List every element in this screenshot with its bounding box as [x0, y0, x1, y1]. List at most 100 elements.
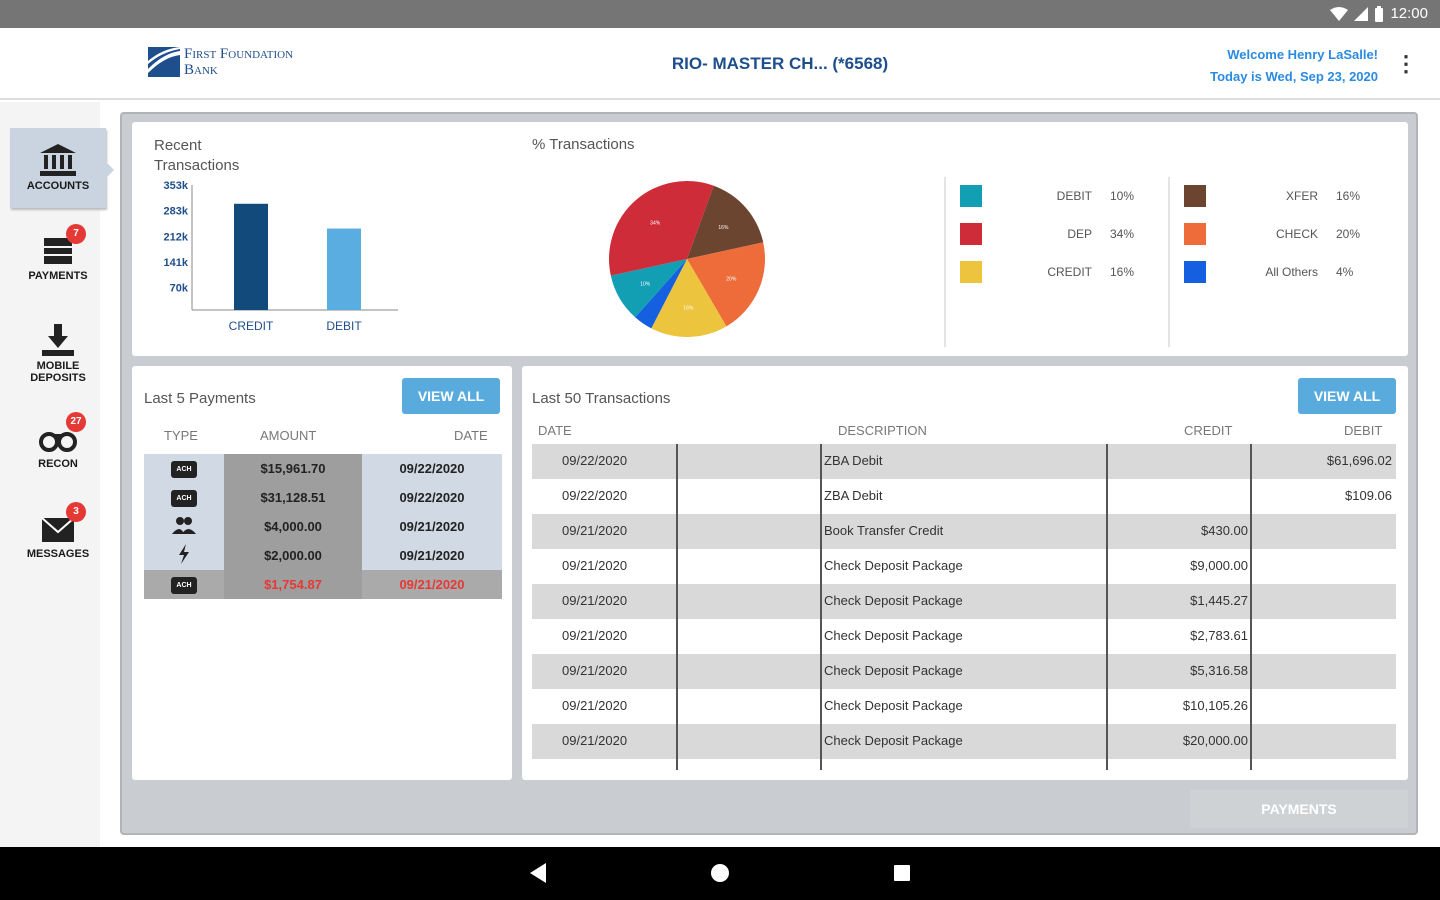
- y-tick-label: 353k: [164, 180, 189, 192]
- ach-icon: ACH: [171, 577, 197, 594]
- bar-debit[interactable]: [327, 228, 361, 310]
- bank-logo[interactable]: First Foundation Bank: [148, 46, 293, 78]
- sidebar-item-label: MOBILE: [36, 360, 80, 372]
- payment-amount: $1,754.87: [224, 570, 362, 599]
- table-row[interactable]: 09/21/2020 Check Deposit Package $10,105…: [562, 698, 1248, 713]
- legend-pct-check: 20%: [1336, 227, 1361, 241]
- messages-badge: 3: [66, 502, 86, 522]
- ach-icon: ACH: [171, 461, 197, 478]
- col-header-type: TYPE: [164, 428, 198, 443]
- y-tick-label: 141k: [164, 257, 189, 269]
- legend-pct-dep: 34%: [1110, 227, 1135, 241]
- payment-date: 09/21/2020: [362, 570, 502, 599]
- download-icon: [38, 322, 78, 358]
- table-row[interactable]: 09/21/2020 Check Deposit Package $20,000…: [532, 724, 1396, 759]
- transactions-table[interactable]: 09/22/2020 ZBA Debit $61,696.02 09/22/20…: [532, 444, 1396, 770]
- overflow-menu-icon[interactable]: ⋮: [1395, 51, 1417, 76]
- back-icon[interactable]: [528, 863, 548, 883]
- column-divider: [820, 444, 822, 770]
- sidebar: ACCOUNTS 7 PAYMENTS MOBILE DEPOSITS 27 R…: [0, 102, 114, 847]
- app-header: First Foundation Bank RIO- MASTER CH... …: [0, 28, 1440, 100]
- last-transactions-title: Last 50 Transactions: [532, 390, 671, 407]
- envelope-icon: 3: [38, 502, 86, 546]
- summary-card: Recent Transactions 353k 283k 212k 141k 70k C…: [132, 122, 1408, 356]
- payments-button[interactable]: PAYMENTS: [1190, 790, 1408, 828]
- y-tick-label: 70k: [170, 283, 189, 295]
- legend-swatch-debit: [960, 185, 982, 207]
- legend-swatch-xfer: [1184, 185, 1206, 207]
- column-divider: [1250, 444, 1252, 770]
- home-icon[interactable]: [710, 863, 730, 883]
- col-header-description: DESCRIPTION: [838, 423, 927, 438]
- legend-label-credit: CREDIT: [1047, 265, 1092, 279]
- sidebar-item-recon[interactable]: 27 RECON: [10, 406, 106, 492]
- table-row[interactable]: 09/21/2020 Check Deposit Package $2,783.…: [562, 628, 1248, 643]
- wifi-icon: [1330, 6, 1349, 21]
- legend-swatch-credit: [960, 261, 982, 283]
- col-header-credit: CREDIT: [1184, 423, 1233, 438]
- legend-swatch-dep: [960, 223, 982, 245]
- main-panel: Recent Transactions 353k 283k 212k 141k 70k C…: [120, 112, 1418, 835]
- table-row[interactable]: 09/21/2020 Check Deposit Package $9,000.…: [562, 558, 1248, 573]
- payment-date: 09/22/2020: [362, 454, 502, 483]
- system-nav-bar: [0, 847, 1440, 900]
- last-payments-title: Last 5 Payments: [144, 390, 256, 407]
- legend-label-xfer: XFER: [1285, 189, 1318, 203]
- bank-name-line1: First Foundation: [184, 46, 294, 62]
- signal-icon: [1354, 6, 1369, 21]
- column-divider: [676, 444, 678, 770]
- table-row[interactable]: 09/22/2020 ZBA Debit $61,696.02: [532, 444, 1396, 479]
- payments-table: ACH $15,961.70 09/22/2020 ACH $31,128.51…: [144, 454, 502, 599]
- y-tick-label: 283k: [164, 206, 189, 218]
- sidebar-item-label: DEPOSITS: [30, 372, 86, 384]
- payment-date: 09/21/2020: [362, 541, 502, 570]
- date-text: Today is Wed, Sep 23, 2020: [1210, 69, 1378, 84]
- legend-pct-xfer: 16%: [1336, 189, 1361, 203]
- table-row[interactable]: 09/21/2020 Check Deposit Package $1,445.…: [532, 584, 1396, 619]
- table-row[interactable]: 09/22/2020 ZBA Debit $109.06: [562, 488, 1392, 503]
- table-row[interactable]: 09/21/2020 Check Deposit Package $5,316.…: [532, 654, 1396, 689]
- welcome-block: Welcome Henry LaSalle! Today is Wed, Sep…: [1210, 44, 1378, 88]
- pie-slice-label: 16%: [683, 305, 694, 311]
- wire-icon: [179, 544, 189, 564]
- pie-slice-dep[interactable]: [609, 181, 714, 276]
- pie-slice-check[interactable]: [687, 242, 765, 327]
- table-row[interactable]: 09/21/2020 Book Transfer Credit $430.00: [532, 514, 1396, 549]
- recents-icon[interactable]: [893, 864, 911, 882]
- payment-row-failed[interactable]: ACH $1,754.87 09/21/2020: [144, 570, 502, 599]
- legend-label-dep: DEP: [1067, 227, 1092, 241]
- sidebar-item-messages[interactable]: 3 MESSAGES: [10, 496, 106, 582]
- legend-label-debit: DEBIT: [1056, 189, 1092, 203]
- pie-slice-all-others[interactable]: [635, 259, 687, 329]
- view-all-payments-button[interactable]: VIEW ALL: [402, 378, 500, 414]
- legend-label-all-others: All Others: [1265, 265, 1318, 279]
- pie-slice-debit[interactable]: [610, 259, 687, 318]
- y-tick-label: 212k: [164, 231, 189, 243]
- recon-badge: 27: [66, 412, 86, 432]
- view-all-transactions-button[interactable]: VIEW ALL: [1298, 378, 1396, 414]
- sidebar-item-mobile-deposits[interactable]: MOBILE DEPOSITS: [10, 308, 106, 394]
- legend-swatch-all-others: [1184, 261, 1206, 283]
- payment-row[interactable]: ACH $15,961.70 09/22/2020: [144, 454, 502, 483]
- sidebar-item-label: ACCOUNTS: [26, 180, 90, 192]
- ach-icon: ACH: [171, 490, 197, 507]
- pie-slice-credit[interactable]: [651, 259, 727, 337]
- column-divider: [1106, 444, 1108, 770]
- pie-slice-xfer[interactable]: [687, 185, 764, 259]
- payments-badge: 7: [66, 224, 86, 244]
- payment-row[interactable]: $2,000.00 09/21/2020: [144, 541, 502, 570]
- recent-transactions-chart: 353k 283k 212k 141k 70k CREDIT DEBIT: [164, 180, 398, 333]
- sidebar-item-accounts[interactable]: ACCOUNTS: [10, 128, 114, 208]
- sidebar-item-payments[interactable]: 7 PAYMENTS: [10, 218, 106, 304]
- pie-slice-label: 20%: [726, 276, 737, 282]
- x-tick-label: DEBIT: [326, 319, 362, 333]
- payment-row[interactable]: ACH $31,128.51 09/22/2020: [144, 483, 502, 512]
- bar-credit[interactable]: [234, 203, 268, 310]
- pie-slice-label: 10%: [640, 281, 651, 287]
- account-selector[interactable]: RIO- MASTER CH... (*6568): [671, 54, 889, 73]
- payment-amount: $2,000.00: [224, 541, 362, 570]
- legend-divider: [944, 177, 946, 347]
- sidebar-item-label: RECON: [38, 458, 78, 470]
- sidebar-item-label: PAYMENTS: [28, 270, 88, 282]
- payment-row[interactable]: $4,000.00 09/21/2020: [144, 512, 502, 541]
